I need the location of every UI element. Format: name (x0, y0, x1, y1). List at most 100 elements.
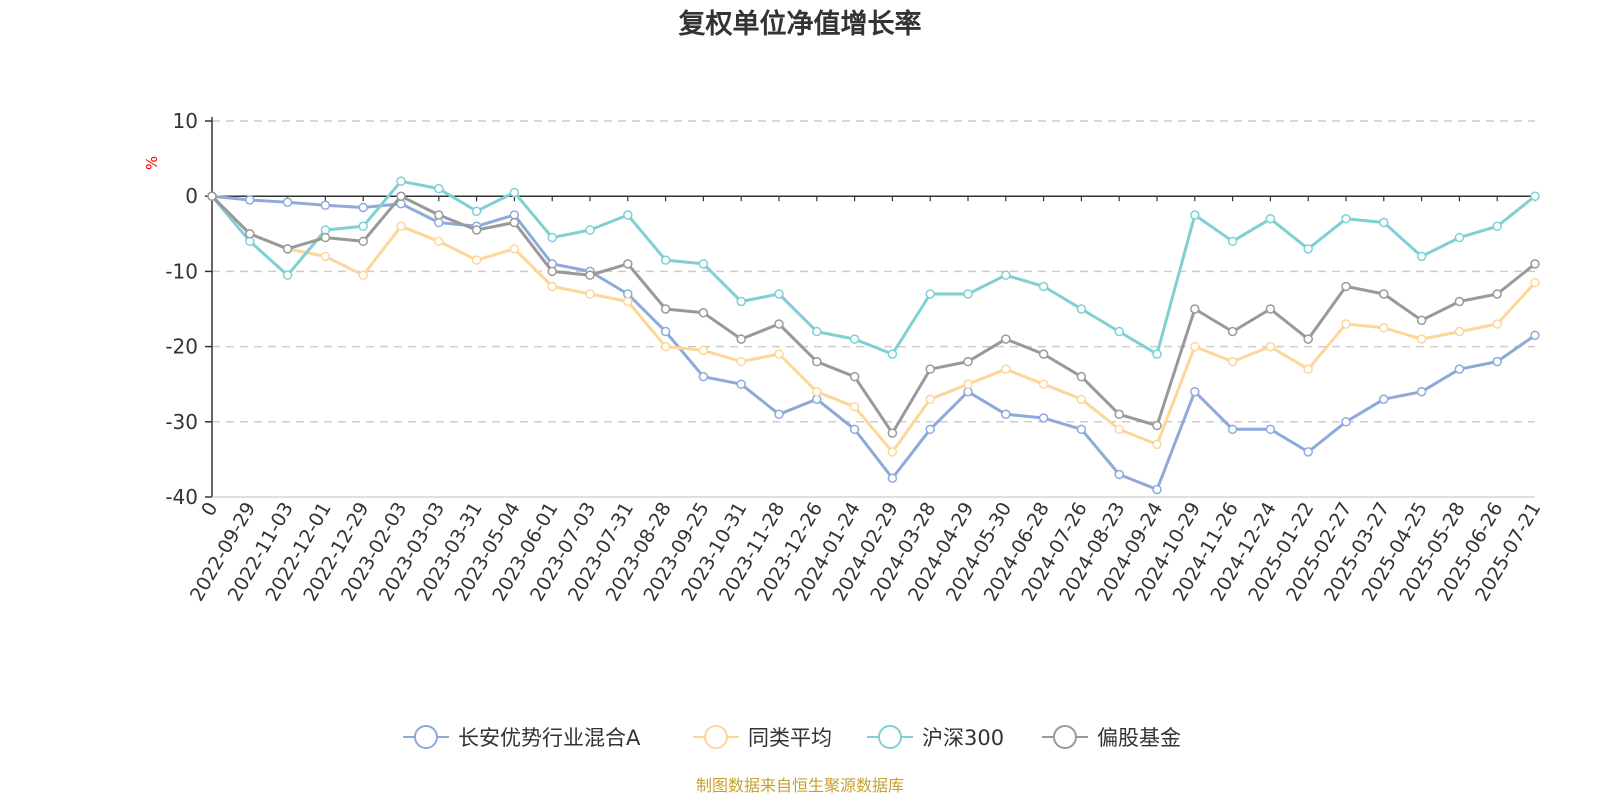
data-point (662, 305, 670, 313)
data-point (662, 328, 670, 336)
data-point (548, 267, 556, 275)
legend-label: 沪深300 (922, 726, 1004, 750)
data-point (473, 226, 481, 234)
data-point (1266, 343, 1274, 351)
data-point (662, 343, 670, 351)
data-point (1153, 350, 1161, 358)
legend-label: 同类平均 (748, 726, 832, 750)
data-point (964, 358, 972, 366)
data-point (435, 211, 443, 219)
data-point (1531, 279, 1539, 287)
data-point (1229, 358, 1237, 366)
data-point (284, 245, 292, 253)
data-point (888, 350, 896, 358)
data-point (775, 350, 783, 358)
data-point (1115, 425, 1123, 433)
data-point (737, 380, 745, 388)
series-0 (208, 192, 1539, 493)
data-point (246, 196, 254, 204)
data-point (1153, 485, 1161, 493)
data-point (624, 211, 632, 219)
legend-item[interactable]: 沪深300 (867, 726, 1004, 750)
legend-item[interactable]: 长安优势行业混合A (403, 726, 641, 750)
y-tick-label: 0 (185, 184, 198, 208)
legend: 长安优势行业混合A 同类平均 沪深300 偏股基金 (403, 726, 1181, 750)
chart: 复权单位净值增长率 % 100-10-20-30-40 02022-09-292… (0, 0, 1600, 800)
data-point (888, 448, 896, 456)
data-point (1531, 192, 1539, 200)
data-point (1493, 358, 1501, 366)
data-point (1380, 324, 1388, 332)
data-point (1455, 365, 1463, 373)
data-point (888, 474, 896, 482)
legend-marker-icon (879, 726, 901, 748)
data-point (1455, 328, 1463, 336)
data-point (1077, 373, 1085, 381)
data-point (284, 271, 292, 279)
data-point (321, 201, 329, 209)
data-point (1077, 305, 1085, 313)
y-axis-unit: % (143, 156, 161, 170)
data-point (1115, 410, 1123, 418)
data-point (510, 219, 518, 227)
y-axis-ticks: 10 0 -10 -20 -30 -40 (165, 109, 212, 509)
data-point (813, 328, 821, 336)
data-point (813, 388, 821, 396)
data-point (1418, 252, 1426, 260)
data-point (359, 222, 367, 230)
data-point (510, 188, 518, 196)
data-point (1191, 343, 1199, 351)
series-1 (208, 192, 1539, 456)
x-axis-ticks: 02022-09-292022-11-032022-12-012022-12-2… (186, 196, 1545, 605)
legend-marker-icon (415, 726, 437, 748)
data-point (1342, 215, 1350, 223)
data-point (1266, 425, 1274, 433)
chart-title: 复权单位净值增长率 (679, 8, 922, 40)
data-point (964, 380, 972, 388)
data-point (1040, 414, 1048, 422)
series-layer (208, 177, 1539, 493)
x-tick-label: 0 (197, 499, 222, 520)
data-point (1191, 305, 1199, 313)
data-point (548, 282, 556, 290)
data-point (1418, 335, 1426, 343)
data-point (662, 256, 670, 264)
data-point (1153, 440, 1161, 448)
y-tick-label: -20 (165, 335, 198, 359)
data-point (1153, 422, 1161, 430)
data-point (548, 234, 556, 242)
data-point (1304, 365, 1312, 373)
data-point (1191, 211, 1199, 219)
data-point (1493, 222, 1501, 230)
data-point (775, 410, 783, 418)
data-point (359, 203, 367, 211)
data-point (208, 192, 216, 200)
data-point (397, 177, 405, 185)
data-point (964, 290, 972, 298)
data-point (775, 290, 783, 298)
data-point (1115, 470, 1123, 478)
data-point (586, 271, 594, 279)
data-point (888, 429, 896, 437)
series-line (212, 196, 1535, 489)
data-point (624, 260, 632, 268)
data-point (1418, 388, 1426, 396)
y-tick-label: -30 (165, 410, 198, 434)
data-point (1455, 234, 1463, 242)
data-point (1304, 335, 1312, 343)
data-point (851, 425, 859, 433)
data-point (1380, 395, 1388, 403)
legend-item[interactable]: 偏股基金 (1042, 726, 1181, 750)
data-point (1342, 418, 1350, 426)
data-point (1380, 290, 1388, 298)
data-point (321, 252, 329, 260)
data-point (1077, 395, 1085, 403)
data-point (1531, 260, 1539, 268)
data-point (1229, 237, 1237, 245)
data-point (1493, 290, 1501, 298)
y-tick-label: -40 (165, 485, 198, 509)
data-point (359, 237, 367, 245)
legend-item[interactable]: 同类平均 (693, 726, 832, 750)
data-point (1229, 328, 1237, 336)
data-point (1493, 320, 1501, 328)
